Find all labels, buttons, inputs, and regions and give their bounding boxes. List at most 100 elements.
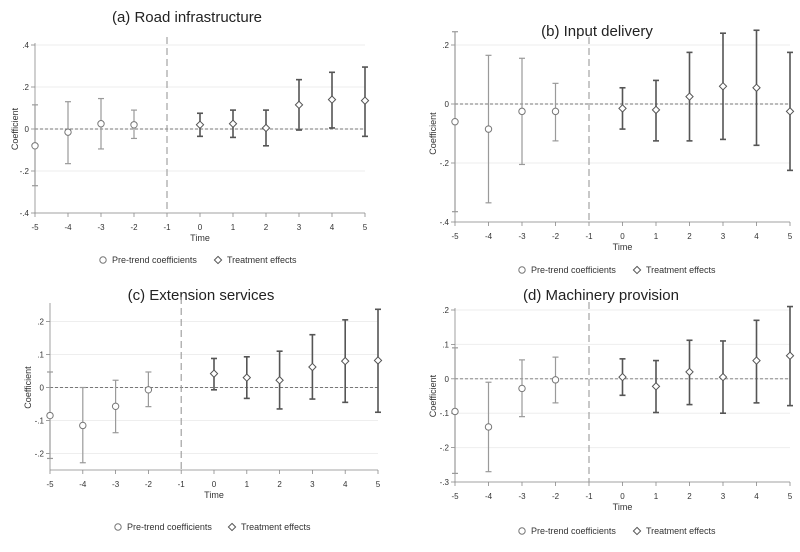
x-tick-label: -3 — [112, 480, 120, 489]
x-tick-label: -5 — [31, 223, 39, 232]
data-point — [785, 107, 795, 116]
legend-label: Pre-trend coefficients — [531, 526, 616, 536]
legend-label: Pre-trend coefficients — [127, 522, 212, 532]
x-tick-label: -2 — [130, 223, 138, 232]
data-point — [242, 373, 252, 382]
legend-marker — [114, 523, 122, 531]
data-point — [651, 382, 661, 391]
data-point — [785, 351, 795, 361]
legend-label: Treatment effects — [227, 255, 297, 265]
data-point — [144, 386, 153, 394]
data-point — [484, 125, 493, 133]
x-tick-label: -4 — [79, 480, 87, 489]
series-treatment — [209, 308, 383, 414]
y-axis-label: Coefficient — [10, 107, 20, 150]
data-point — [228, 119, 238, 129]
series-pre-trend — [451, 347, 560, 474]
y-axis-label: Coefficient — [428, 374, 438, 417]
data-point — [451, 407, 459, 416]
x-tick-label: 2 — [264, 223, 269, 232]
x-tick-label: 5 — [788, 492, 793, 501]
data-point — [360, 96, 370, 105]
data-point — [551, 107, 560, 116]
legend-label: Pre-trend coefficients — [112, 255, 197, 265]
series-pre-trend — [46, 371, 153, 464]
data-point — [130, 121, 138, 129]
legend-label: Treatment effects — [646, 526, 716, 536]
data-point — [685, 92, 694, 101]
x-tick-label: 5 — [376, 480, 381, 489]
data-point — [518, 384, 526, 393]
x-tick-label: 0 — [198, 223, 203, 232]
chart-panel-2: (b) Input delivery -.4 -.2 0 .2 -5 -4 -3 -2 -1 0 1 2… — [428, 23, 795, 275]
y-tick-label: .4 — [22, 41, 29, 50]
legend-marker — [518, 266, 526, 274]
legend-marker — [227, 522, 237, 532]
y-tick-label: -.4 — [20, 209, 30, 218]
legend-marker — [632, 265, 642, 275]
data-point — [618, 104, 627, 113]
y-tick-label: -.2 — [440, 159, 450, 168]
x-axis-label: Time — [613, 242, 633, 252]
x-tick-label: -4 — [485, 232, 493, 241]
data-point — [451, 118, 459, 126]
y-tick-label: .2 — [22, 83, 29, 92]
data-point — [79, 421, 87, 430]
series-treatment — [618, 305, 795, 415]
x-tick-label: -1 — [178, 480, 186, 489]
x-tick-label: -2 — [552, 232, 560, 241]
data-point — [373, 356, 383, 365]
y-tick-label: .2 — [37, 318, 44, 327]
x-tick-label: -1 — [163, 223, 171, 232]
data-point — [46, 411, 54, 420]
series-pre-trend — [31, 97, 138, 187]
x-tick-label: 4 — [343, 480, 348, 489]
chart-title: (c) Extension services — [128, 287, 275, 304]
x-tick-label: 4 — [754, 232, 759, 241]
x-tick-label: -3 — [518, 492, 526, 501]
x-tick-label: 2 — [687, 232, 692, 241]
x-axis-label: Time — [190, 233, 210, 243]
legend-label: Pre-trend coefficients — [531, 265, 616, 275]
data-point — [551, 376, 560, 384]
x-tick-label: 4 — [754, 492, 759, 501]
x-tick-label: -4 — [485, 492, 493, 501]
x-tick-label: 3 — [297, 223, 302, 232]
data-point — [64, 128, 72, 136]
data-point — [718, 81, 728, 91]
data-point — [111, 402, 120, 411]
x-tick-label: 3 — [310, 480, 315, 489]
legend-marker — [213, 255, 223, 265]
data-point — [31, 142, 39, 150]
x-tick-label: -3 — [97, 223, 105, 232]
y-tick-label: -.2 — [35, 450, 45, 459]
data-point — [97, 120, 105, 128]
x-tick-label: 4 — [330, 223, 335, 232]
x-tick-label: 2 — [277, 480, 282, 489]
series-treatment — [195, 66, 370, 147]
y-tick-label: .1 — [442, 340, 449, 349]
data-point — [618, 372, 627, 382]
data-point — [294, 100, 304, 110]
y-tick-label: 0 — [445, 375, 450, 384]
x-tick-label: 5 — [788, 232, 793, 241]
legend-label: Treatment effects — [241, 522, 311, 532]
x-tick-label: 0 — [212, 480, 217, 489]
data-point — [195, 120, 205, 130]
legend-label: Treatment effects — [646, 265, 716, 275]
legend-marker — [518, 527, 526, 535]
x-tick-label: -2 — [552, 492, 560, 501]
x-tick-label: 1 — [654, 232, 659, 241]
x-tick-label: 1 — [245, 480, 250, 489]
y-tick-label: -.1 — [440, 409, 450, 418]
x-tick-label: -5 — [451, 492, 459, 501]
y-tick-label: -.4 — [440, 218, 450, 227]
data-point — [651, 105, 661, 115]
x-tick-label: 5 — [363, 223, 368, 232]
data-point — [752, 356, 761, 365]
y-tick-label: 0 — [445, 100, 450, 109]
x-tick-label: 2 — [687, 492, 692, 501]
legend: Pre-trend coefficients Treatment effects — [518, 265, 716, 275]
x-tick-label: -4 — [64, 223, 72, 232]
